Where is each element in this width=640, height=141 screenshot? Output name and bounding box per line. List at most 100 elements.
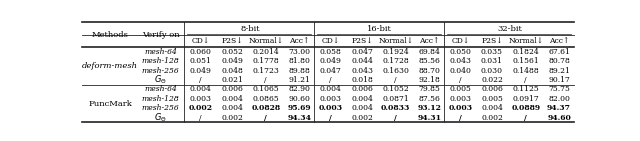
Text: 0.2014: 0.2014 xyxy=(252,48,279,56)
Text: 0.1630: 0.1630 xyxy=(382,67,409,75)
Text: 0.043: 0.043 xyxy=(449,57,472,65)
Text: 0.052: 0.052 xyxy=(221,48,243,56)
Text: 94.34: 94.34 xyxy=(287,114,311,122)
Text: Methods: Methods xyxy=(92,31,129,39)
Text: mesh-64: mesh-64 xyxy=(144,85,177,93)
Text: CD↓: CD↓ xyxy=(191,37,210,45)
Text: /: / xyxy=(329,114,332,122)
Text: 0.1778: 0.1778 xyxy=(252,57,279,65)
Text: 0.0865: 0.0865 xyxy=(252,95,279,103)
Text: 75.75: 75.75 xyxy=(548,85,570,93)
Text: 0.002: 0.002 xyxy=(189,104,212,112)
Text: 0.1052: 0.1052 xyxy=(382,85,409,93)
Text: 0.1488: 0.1488 xyxy=(513,67,539,75)
Text: 89.21: 89.21 xyxy=(548,67,570,75)
Text: 80.78: 80.78 xyxy=(548,57,570,65)
Text: 73.00: 73.00 xyxy=(288,48,310,56)
Text: CD↓: CD↓ xyxy=(321,37,340,45)
Text: 16-bit: 16-bit xyxy=(367,25,392,33)
Text: deform-mesh: deform-mesh xyxy=(82,62,138,70)
Text: 0.005: 0.005 xyxy=(481,95,503,103)
Text: /: / xyxy=(524,114,527,122)
Text: 0.004: 0.004 xyxy=(189,85,211,93)
Text: 87.56: 87.56 xyxy=(418,95,440,103)
Text: 0.1125: 0.1125 xyxy=(513,85,539,93)
Text: 0.043: 0.043 xyxy=(351,67,373,75)
Text: /: / xyxy=(459,114,462,122)
Text: $G_\Theta$: $G_\Theta$ xyxy=(154,74,167,86)
Text: 81.80: 81.80 xyxy=(288,57,310,65)
Text: 0.002: 0.002 xyxy=(221,114,243,122)
Text: 69.84: 69.84 xyxy=(418,48,440,56)
Text: 0.048: 0.048 xyxy=(221,67,243,75)
Text: 0.003: 0.003 xyxy=(449,95,472,103)
Text: 0.0833: 0.0833 xyxy=(381,104,410,112)
Text: 85.56: 85.56 xyxy=(418,57,440,65)
Text: 0.004: 0.004 xyxy=(481,104,503,112)
Text: /: / xyxy=(264,114,267,122)
Text: mesh-128: mesh-128 xyxy=(142,95,179,103)
Text: 90.60: 90.60 xyxy=(288,95,310,103)
Text: 0.004: 0.004 xyxy=(351,104,373,112)
Text: 0.049: 0.049 xyxy=(221,57,243,65)
Text: 0.047: 0.047 xyxy=(351,48,373,56)
Text: 0.003: 0.003 xyxy=(318,104,342,112)
Text: 0.040: 0.040 xyxy=(449,67,471,75)
Text: 0.1561: 0.1561 xyxy=(513,57,539,65)
Text: /: / xyxy=(199,114,202,122)
Text: FuncMark: FuncMark xyxy=(88,100,132,107)
Text: /: / xyxy=(524,76,527,84)
Text: 0.031: 0.031 xyxy=(481,57,503,65)
Text: mesh-64: mesh-64 xyxy=(144,48,177,56)
Text: 0.004: 0.004 xyxy=(319,85,341,93)
Text: 8-bit: 8-bit xyxy=(240,25,260,33)
Text: 0.1728: 0.1728 xyxy=(382,57,409,65)
Text: 67.61: 67.61 xyxy=(548,48,570,56)
Text: 0.002: 0.002 xyxy=(481,114,503,122)
Text: $G_\Theta$: $G_\Theta$ xyxy=(154,111,167,124)
Text: 0.047: 0.047 xyxy=(319,67,341,75)
Text: P2S↓: P2S↓ xyxy=(351,37,373,45)
Text: /: / xyxy=(459,76,461,84)
Text: 79.85: 79.85 xyxy=(418,85,440,93)
Text: /: / xyxy=(329,76,332,84)
Text: 0.1723: 0.1723 xyxy=(252,67,279,75)
Text: 0.0917: 0.0917 xyxy=(513,95,539,103)
Text: 0.1065: 0.1065 xyxy=(252,85,279,93)
Text: /: / xyxy=(394,76,397,84)
Text: 0.051: 0.051 xyxy=(189,57,211,65)
Text: 0.006: 0.006 xyxy=(351,85,373,93)
Text: /: / xyxy=(394,114,397,122)
Text: 0.006: 0.006 xyxy=(481,85,503,93)
Text: 95.69: 95.69 xyxy=(287,104,311,112)
Text: Acc↑: Acc↑ xyxy=(289,37,309,45)
Text: 0.049: 0.049 xyxy=(319,57,341,65)
Text: 0.018: 0.018 xyxy=(351,76,373,84)
Text: 0.002: 0.002 xyxy=(351,114,373,122)
Text: 90.17: 90.17 xyxy=(548,76,570,84)
Text: mesh-128: mesh-128 xyxy=(142,57,179,65)
Text: 89.88: 89.88 xyxy=(288,67,310,75)
Text: 0.1924: 0.1924 xyxy=(382,48,409,56)
Text: 0.021: 0.021 xyxy=(221,76,243,84)
Text: 82.90: 82.90 xyxy=(288,85,310,93)
Text: 94.31: 94.31 xyxy=(417,114,441,122)
Text: 0.003: 0.003 xyxy=(319,95,342,103)
Text: 93.12: 93.12 xyxy=(417,104,441,112)
Text: 0.0871: 0.0871 xyxy=(382,95,409,103)
Text: P2S↓: P2S↓ xyxy=(221,37,243,45)
Text: 82.00: 82.00 xyxy=(548,95,570,103)
Text: P2S↓: P2S↓ xyxy=(481,37,503,45)
Text: 0.049: 0.049 xyxy=(189,67,211,75)
Text: 0.0828: 0.0828 xyxy=(252,104,280,112)
Text: Acc↑: Acc↑ xyxy=(549,37,570,45)
Text: 88.70: 88.70 xyxy=(418,67,440,75)
Text: 0.004: 0.004 xyxy=(221,95,243,103)
Text: 0.0889: 0.0889 xyxy=(511,104,540,112)
Text: 0.030: 0.030 xyxy=(481,67,503,75)
Text: 94.37: 94.37 xyxy=(547,104,571,112)
Text: mesh-256: mesh-256 xyxy=(142,67,179,75)
Text: 0.006: 0.006 xyxy=(221,85,243,93)
Text: 0.004: 0.004 xyxy=(351,95,373,103)
Text: Normal↓: Normal↓ xyxy=(508,37,543,45)
